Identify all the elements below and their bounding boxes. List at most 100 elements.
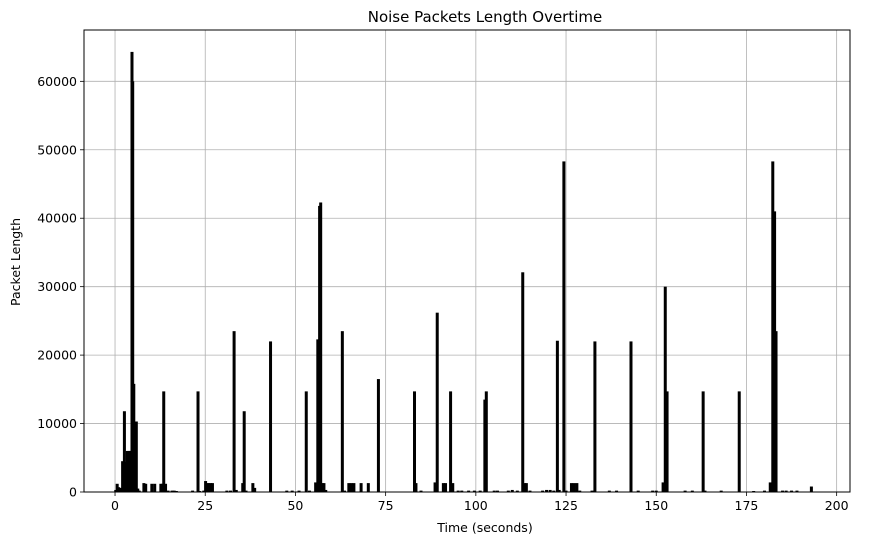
bar xyxy=(484,391,488,492)
bar xyxy=(297,490,301,492)
bar xyxy=(134,421,138,492)
bar xyxy=(122,411,126,492)
bar xyxy=(665,391,669,492)
x-tick-label: 75 xyxy=(378,498,394,513)
bar xyxy=(441,483,445,492)
bar xyxy=(572,483,576,492)
plot-frame xyxy=(83,29,851,493)
bar xyxy=(144,483,148,492)
bar xyxy=(444,483,448,492)
bar xyxy=(472,490,476,492)
bar xyxy=(774,331,778,492)
bar xyxy=(629,341,633,492)
bar xyxy=(319,202,323,493)
bar xyxy=(359,483,363,492)
y-axis-label: Packet Length xyxy=(8,218,23,306)
bar xyxy=(225,490,229,492)
x-axis-label: Time (seconds) xyxy=(436,520,532,535)
bar xyxy=(340,331,344,492)
bar xyxy=(562,161,566,492)
bar xyxy=(191,490,195,492)
bar xyxy=(593,341,597,492)
bar xyxy=(449,391,453,492)
bar xyxy=(460,490,464,492)
bar xyxy=(703,490,707,492)
bar xyxy=(253,487,257,492)
bar xyxy=(166,490,170,492)
x-tick-label: 25 xyxy=(197,498,213,513)
bar xyxy=(719,490,723,492)
bar xyxy=(204,481,208,492)
bar xyxy=(376,379,380,492)
bar xyxy=(564,490,568,492)
y-tick-label: 10000 xyxy=(37,416,77,431)
bar xyxy=(159,483,163,492)
bar xyxy=(142,483,146,492)
bar xyxy=(456,490,460,492)
bar xyxy=(435,312,439,492)
bar xyxy=(790,490,794,492)
bar xyxy=(228,490,232,492)
bar xyxy=(548,489,552,492)
bar xyxy=(322,483,326,492)
bar xyxy=(768,482,772,492)
bar xyxy=(451,483,455,492)
bar xyxy=(737,391,741,492)
bar xyxy=(285,490,289,492)
bar xyxy=(150,483,154,492)
bar xyxy=(413,391,417,492)
bar xyxy=(615,490,619,492)
bar xyxy=(210,483,214,492)
bar xyxy=(121,461,125,492)
bar xyxy=(515,490,519,492)
bar xyxy=(762,490,766,492)
y-tick-label: 20000 xyxy=(37,348,77,363)
y-tick-label: 30000 xyxy=(37,279,77,294)
bar xyxy=(352,483,356,492)
bar xyxy=(590,490,594,492)
bar xyxy=(347,483,351,492)
bar xyxy=(467,490,471,492)
bar xyxy=(125,450,129,492)
bar xyxy=(314,482,318,492)
bar xyxy=(569,483,573,492)
x-tick-label: 100 xyxy=(464,498,488,513)
bar xyxy=(784,490,788,492)
bar xyxy=(795,490,799,492)
bar xyxy=(771,161,775,492)
y-tick-label: 50000 xyxy=(37,142,77,157)
bar xyxy=(320,483,324,492)
bar xyxy=(524,483,528,492)
bar xyxy=(172,490,176,492)
bar xyxy=(578,490,582,492)
bar-series xyxy=(114,51,813,493)
bar xyxy=(414,483,418,492)
bar xyxy=(506,490,510,492)
bar xyxy=(343,490,347,492)
bar xyxy=(269,341,273,492)
bar xyxy=(164,483,168,492)
bar xyxy=(651,490,655,492)
bar xyxy=(118,487,122,492)
x-tick-label: 0 xyxy=(111,498,119,513)
bar xyxy=(433,482,437,492)
x-tick-label: 50 xyxy=(287,498,303,513)
bar xyxy=(495,490,499,492)
bar xyxy=(244,490,248,492)
y-tick-label: 60000 xyxy=(37,74,77,89)
bar xyxy=(170,490,174,492)
bar xyxy=(234,489,238,492)
bar xyxy=(304,391,308,492)
bar xyxy=(523,483,527,492)
bar xyxy=(528,490,532,492)
bar xyxy=(557,489,561,492)
x-tick-label: 200 xyxy=(825,498,849,513)
bar xyxy=(308,490,312,492)
y-tick-label: 0 xyxy=(69,485,77,500)
bar xyxy=(492,490,496,492)
bar xyxy=(207,483,211,492)
x-tick-label: 175 xyxy=(735,498,759,513)
bar xyxy=(242,411,246,492)
